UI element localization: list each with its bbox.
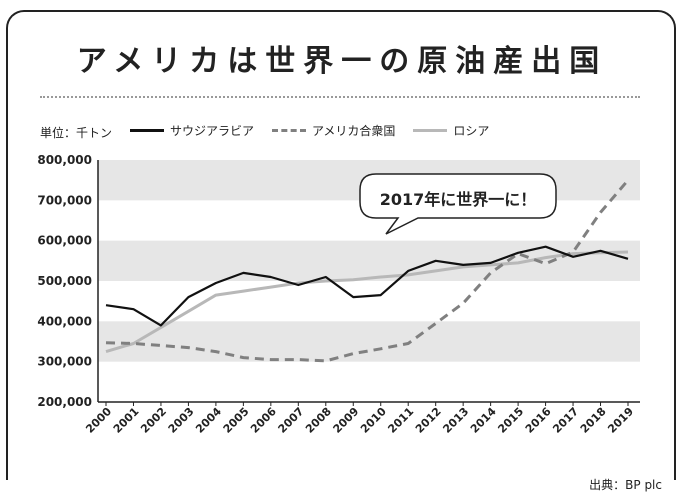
legend-label-russia: ロシア <box>453 123 490 138</box>
x-tick-label: 2006 <box>248 405 279 436</box>
y-tick-label: 700,000 <box>37 193 92 207</box>
x-tick-label: 2005 <box>221 405 252 436</box>
y-tick-label: 400,000 <box>37 314 92 328</box>
legend-item-russia: ロシア <box>413 122 489 139</box>
x-tick-label: 2013 <box>440 405 471 436</box>
y-tick-label: 800,000 <box>37 153 92 167</box>
title-divider <box>40 96 640 98</box>
legend-item-saudi: サウジアラビア <box>130 122 254 139</box>
x-tick-label: 2014 <box>468 405 499 436</box>
x-tick-label: 2019 <box>605 405 636 436</box>
y-tick-label: 300,000 <box>37 355 92 369</box>
chart-title: アメリカは世界一の原油産出国 <box>76 44 608 79</box>
grid-band <box>98 321 640 362</box>
x-tick-label: 2015 <box>495 405 526 436</box>
x-tick-label: 2007 <box>276 405 307 436</box>
chart-frame <box>6 10 676 480</box>
x-tick-label: 2001 <box>111 405 142 436</box>
x-tick-label: 2010 <box>358 405 389 436</box>
x-tick-label: 2004 <box>193 405 224 436</box>
x-tick-label: 2017 <box>550 405 581 436</box>
x-tick-label: 2000 <box>83 405 114 436</box>
x-tick-label: 2012 <box>413 405 444 436</box>
legend-swatch-saudi <box>130 128 164 132</box>
x-tick-label: 2002 <box>138 405 169 436</box>
callout-bubble-shape <box>359 173 557 235</box>
legend-swatch-russia <box>413 128 448 132</box>
x-tick-label: 2009 <box>331 405 362 436</box>
legend-item-usa: アメリカ合衆国 <box>272 122 395 139</box>
x-tick-label: 2011 <box>385 405 416 436</box>
series-line-0 <box>105 245 629 327</box>
x-tick-label: 2008 <box>303 405 334 436</box>
unit-label: 単位：千トン <box>40 126 113 140</box>
x-tick-label: 2003 <box>166 405 197 436</box>
callout-text: 2017年に世界一に！ <box>379 190 537 209</box>
y-tick-label: 600,000 <box>37 234 92 248</box>
x-tick-label: 2018 <box>578 405 609 436</box>
series-line-2 <box>105 250 629 354</box>
series-line-1 <box>105 179 630 363</box>
grid-band <box>98 240 640 281</box>
source-note: 出典：BP plc <box>589 478 662 492</box>
legend: サウジアラビア アメリカ合衆国 ロシア <box>130 120 507 140</box>
legend-swatch-usa <box>272 128 307 132</box>
legend-label-usa: アメリカ合衆国 <box>312 123 396 138</box>
callout-bubble: 2017年に世界一に！ <box>358 172 558 235</box>
x-tick-label: 2016 <box>523 405 554 436</box>
legend-label-saudi: サウジアラビア <box>170 123 255 138</box>
y-tick-label: 500,000 <box>37 274 92 288</box>
y-tick-label: 200,000 <box>37 395 92 409</box>
